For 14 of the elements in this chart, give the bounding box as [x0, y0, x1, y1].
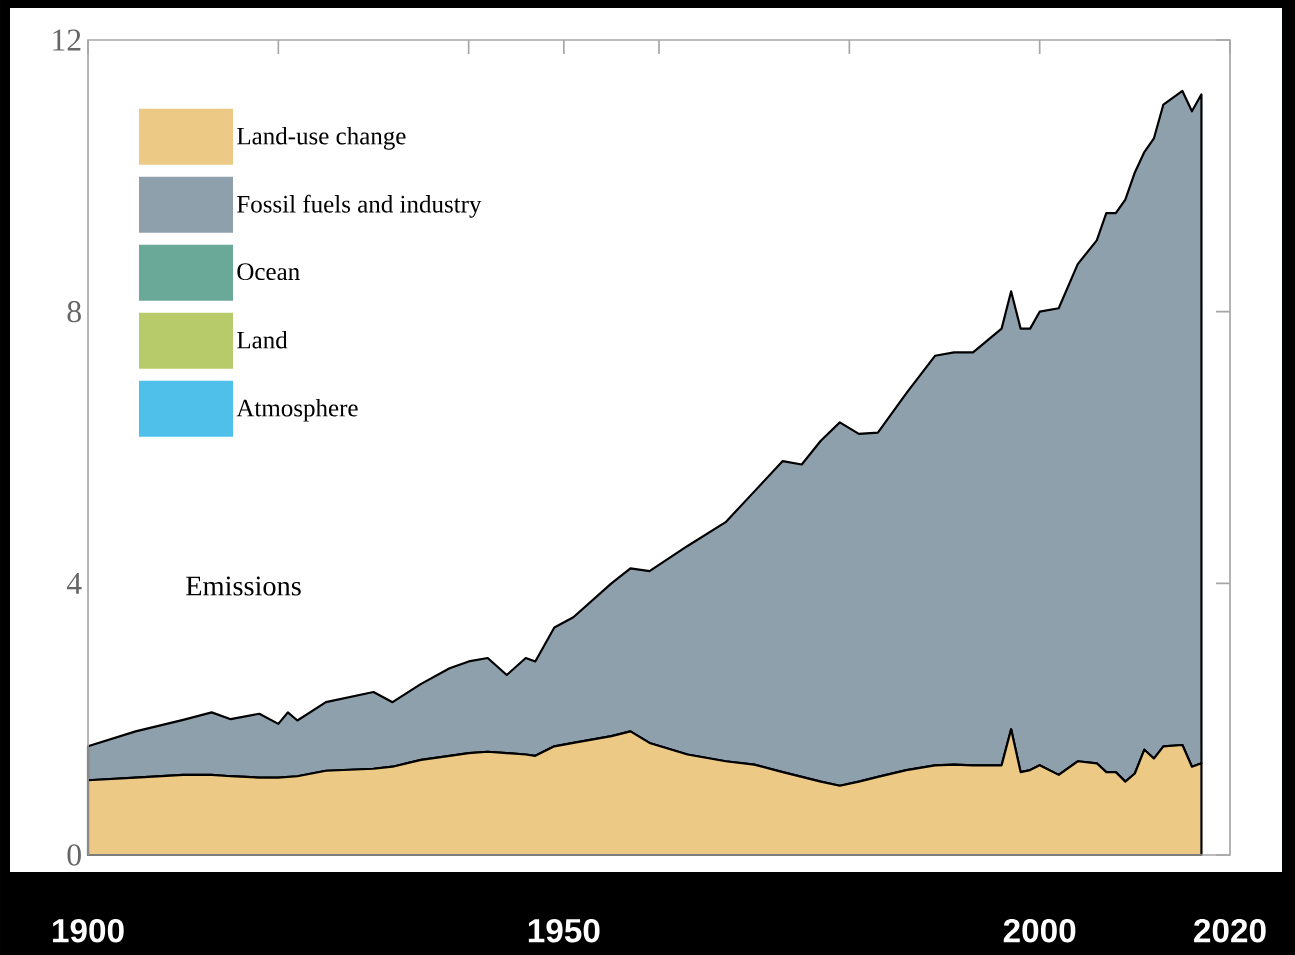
legend-label: Atmosphere	[236, 398, 358, 422]
y-tick-label: 8	[67, 300, 81, 323]
y-tick-label: 0	[67, 844, 81, 866]
y-tick-label: 12	[53, 29, 81, 51]
legend-label: Land-use change	[237, 126, 406, 150]
legend-label: Land	[237, 330, 288, 349]
legend-label: Fossil fuels and industry	[237, 194, 482, 218]
x-tick-label: 1950	[528, 918, 600, 943]
x-tick-label: 1900	[53, 918, 124, 943]
annotation: Emissions	[186, 576, 301, 596]
x-tick-label: 2000	[1003, 918, 1076, 943]
y-tick-label: 4	[66, 572, 82, 594]
legend-label: Ocean	[237, 263, 300, 281]
x-tick-label: 2020	[1194, 918, 1266, 943]
